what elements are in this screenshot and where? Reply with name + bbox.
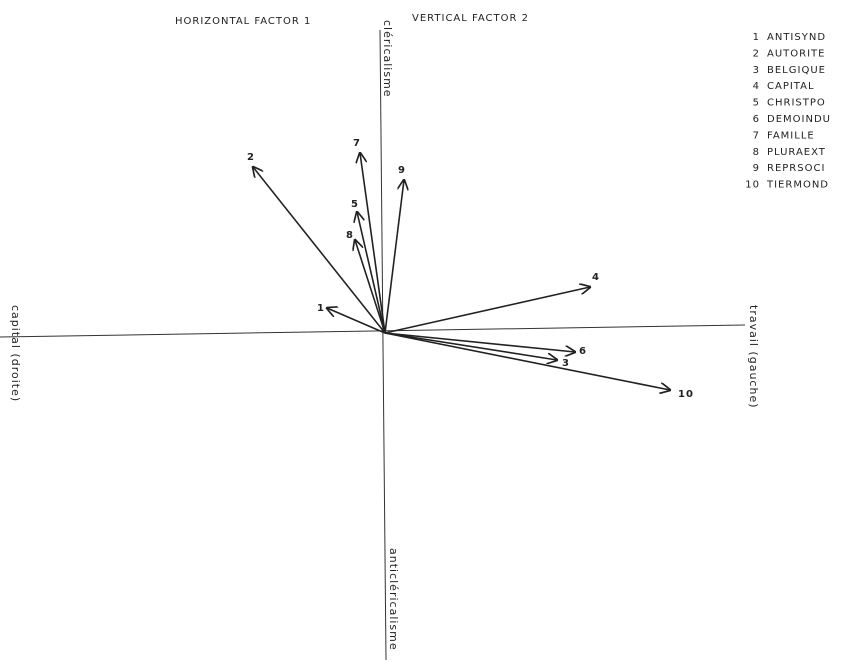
legend-number: 7 <box>753 130 760 141</box>
horizontal-factor-title: HORIZONTAL FACTOR 1 <box>175 16 311 27</box>
legend-label: CHRISTPO <box>767 98 826 109</box>
legend-label: CAPITAL <box>767 81 815 92</box>
arrow-label: 9 <box>398 165 406 176</box>
arrow <box>355 240 386 334</box>
legend-label: BELGIQUE <box>767 65 826 76</box>
legend-number: 2 <box>753 48 760 59</box>
legend-label: TIERMOND <box>766 180 829 191</box>
arrow <box>384 287 590 334</box>
vertical-factor-title: VERTICAL FACTOR 2 <box>412 13 529 24</box>
arrows <box>253 153 670 390</box>
arrow-label: 2 <box>247 152 255 163</box>
legend-number: 9 <box>753 163 760 174</box>
arrow-label: 7 <box>353 138 361 149</box>
legend-label: PLURAEXT <box>767 147 826 158</box>
axis-left-label: capital (droite) <box>9 305 22 402</box>
legend-label: DEMOINDU <box>767 114 831 125</box>
arrow <box>384 332 575 352</box>
arrow <box>384 180 404 334</box>
arrow <box>357 212 386 334</box>
axis-right-label: travail (gauche) <box>747 305 760 409</box>
arrow-label: 10 <box>678 389 694 400</box>
arrow-labels: 1 2 3 4 5 6 7 8 9 10 <box>247 138 694 400</box>
arrow-label: 6 <box>579 346 587 357</box>
arrow-label: 5 <box>351 199 359 210</box>
legend-label: ANTISYND <box>767 32 826 43</box>
arrow <box>360 153 386 334</box>
arrow <box>327 308 386 334</box>
axis-bottom-label: anticléricalisme <box>387 548 400 651</box>
legend-number: 1 <box>753 32 760 43</box>
legend-label: AUTORITE <box>767 48 825 59</box>
arrow <box>384 332 670 390</box>
legend-number: 10 <box>745 180 760 191</box>
legend-number: 3 <box>753 65 760 76</box>
vertical-axis <box>379 29 387 661</box>
legend-number: 8 <box>753 147 760 158</box>
legend-number: 5 <box>753 98 760 109</box>
legend-label: REPRSOCI <box>767 163 825 174</box>
arrow-label: 1 <box>317 303 325 314</box>
arrow-label: 4 <box>592 272 600 283</box>
legend: 1 ANTISYND 2 AUTORITE 3 BELGIQUE 4 CAPITAL 5 CHRI… <box>745 32 831 191</box>
arrow-label: 8 <box>346 230 354 241</box>
legend-number: 4 <box>753 81 760 92</box>
arrow-label: 3 <box>562 358 570 369</box>
arrow <box>384 332 557 360</box>
horizontal-axis <box>0 324 746 338</box>
arrow <box>253 167 386 334</box>
legend-label: FAMILLE <box>767 130 815 141</box>
legend-number: 6 <box>753 114 760 125</box>
axis-top-label: cléricalisme <box>381 20 394 98</box>
